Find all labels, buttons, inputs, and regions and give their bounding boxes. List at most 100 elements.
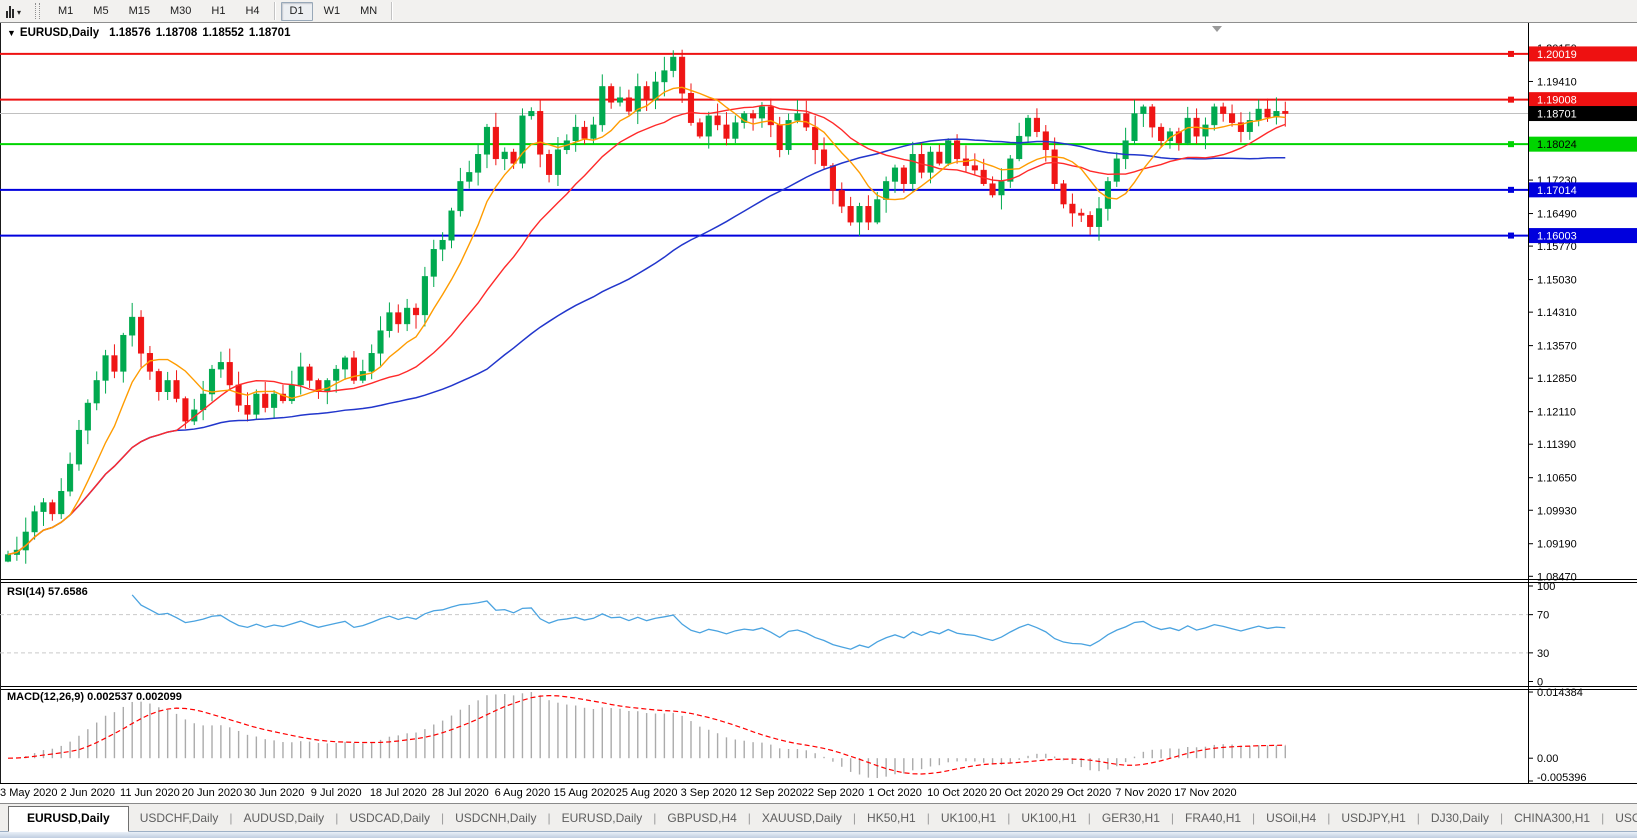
svg-text:1.08470: 1.08470 [1537,571,1577,583]
svg-text:1.20019: 1.20019 [1537,49,1577,61]
chart-tab-xauusd-daily[interactable]: XAUUSD,Daily [761,810,842,825]
level-price-label [1529,92,1637,108]
level-price-label [1529,46,1637,62]
chart-tab-usdcad-daily[interactable]: USDCAD,Daily [349,810,430,825]
collapse-triangle-icon[interactable]: ▼ [7,28,16,38]
chart-tab-china300-h1[interactable]: CHINA300,H1 [1514,810,1591,825]
timeframe-button-h4[interactable]: H4 [245,4,260,17]
time-axis-label: 3 Sep 2020 [680,787,737,799]
svg-text:1.17014: 1.17014 [1537,185,1577,197]
ma-mid-line[interactable] [7,104,1286,556]
chart-tab-hk50-h1[interactable]: HK50,H1 [867,810,916,825]
toolbar-divider [391,2,394,20]
ma-fast-line[interactable] [7,86,1286,556]
timeframe-button-m5[interactable]: M5 [93,4,109,17]
time-axis-label: 28 Jul 2020 [431,787,489,799]
chart-tab-eurusd-daily[interactable]: EURUSD,Daily [561,810,643,825]
chart-shift-marker[interactable] [1212,26,1222,32]
level-line-handle[interactable] [1508,186,1514,193]
tab-separator: | [335,810,339,825]
level-price-label [1529,228,1637,244]
time-axis-label: 23 May 2020 [0,787,58,799]
rsi-line [131,594,1286,650]
svg-text:1.14310: 1.14310 [1537,307,1577,319]
time-axis-label: 17 Nov 2020 [1174,787,1237,799]
time-axis-label: 29 Oct 2020 [1051,787,1112,799]
level-line-handle[interactable] [1508,50,1514,57]
time-axis-label: 9 Jul 2020 [310,787,362,799]
ma-slow-line[interactable] [7,138,1286,556]
timeframe-button-m1[interactable]: M1 [58,4,74,17]
chart-tab-gbpusd-h4[interactable]: GBPUSD,H4 [667,810,737,825]
chart-tab-usdchf-daily[interactable]: USDCHF,Daily [139,810,219,825]
macd-signal-line [7,694,1286,775]
time-axis-label: 1 Oct 2020 [868,787,922,799]
chart-tab-eurusd-daily[interactable]: EURUSD,Daily [8,805,129,832]
tab-separator: | [1087,810,1091,825]
level-line-handle[interactable] [1508,232,1514,239]
svg-text:1.16003: 1.16003 [1537,231,1577,243]
level-line-handle[interactable] [1508,96,1514,103]
tab-separator: | [229,810,233,825]
rsi-indicator-label: RSI(14) 57.6586 [7,586,88,598]
rsi-panel[interactable] [0,594,1528,654]
timeframe-button-h1[interactable]: H1 [211,4,226,17]
chart-tab-uk100-h1[interactable]: UK100,H1 [940,810,997,825]
current-price-label [1529,106,1637,122]
timeframe-button-mn[interactable]: MN [360,4,378,17]
main-price-panel[interactable] [0,49,1528,564]
chart-tab-usdcnh-daily[interactable]: USDCNH,Daily [455,810,537,825]
chart-tool-button[interactable]: ▾ [0,0,25,22]
tab-separator: | [926,810,930,825]
chart-tab-ger30-h1[interactable]: GER30,H1 [1101,810,1160,825]
svg-text:30: 30 [1537,648,1549,660]
level-line-handle[interactable] [1508,141,1514,148]
chart-tab-audusd-daily[interactable]: AUDUSD,Daily [243,810,325,825]
macd-panel[interactable] [7,692,1286,779]
price-axis[interactable]: 1.201501.194101.186701.179501.172301.164… [1528,43,1637,784]
tab-separator: | [1252,810,1256,825]
timeframe-button-d1[interactable]: D1 [280,1,313,21]
chart-tab-usoil-h4[interactable]: USOil,H4 [1266,810,1317,825]
time-axis-label: 22 Sep 2020 [801,787,865,799]
svg-text:0.014384: 0.014384 [1537,687,1583,699]
chart-tabs-bar: EURUSD,Daily USDCHF,Daily | AUDUSD,Daily | US… [0,803,1637,832]
time-axis-label: 10 Oct 2020 [927,787,988,799]
svg-text:1.16490: 1.16490 [1537,209,1577,221]
tab-separator: | [1601,810,1605,825]
toolbar-grip-handle[interactable] [35,3,41,19]
svg-text:70: 70 [1537,610,1549,622]
timeframe-button-m30[interactable]: M30 [169,4,192,17]
timeframe-button-m15[interactable]: M15 [128,4,150,17]
svg-text:1.11390: 1.11390 [1537,439,1576,451]
tab-separator: | [1416,810,1420,825]
level-price-label [1529,182,1637,198]
timeframe-button-w1[interactable]: W1 [323,4,341,17]
chart-tab-list: EURUSD,Daily USDCHF,Daily | AUDUSD,Daily | US… [0,804,1637,832]
tab-separator: | [1170,810,1175,825]
chart-tab-fra40-h1[interactable]: FRA40,H1 [1185,810,1242,825]
time-axis-label: 2 Jun 2020 [60,787,116,799]
time-axis-label: 20 Jun 2020 [181,787,243,799]
bar-chart-icon [6,6,15,18]
chart-tab-usdjpy-h1[interactable]: USDJPY,H1 [1341,810,1406,825]
level-price-label [1529,136,1637,152]
chart-tab-usoil-h1[interactable]: USOil,H1 [1615,810,1637,825]
svg-text:1.19410: 1.19410 [1537,76,1577,88]
time-axis-label: 30 Jun 2020 [243,787,305,799]
candles-layer [4,49,1289,564]
svg-text:100: 100 [1537,581,1555,593]
time-axis-label: 6 Aug 2020 [494,787,551,799]
svg-text:-0.005396: -0.005396 [1537,772,1587,784]
chart-tab-uk100-h1[interactable]: UK100,H1 [1021,810,1077,825]
tab-separator: | [547,810,551,825]
close-value: 1.18701 [248,27,291,39]
svg-text:1.15030: 1.15030 [1537,275,1577,287]
svg-text:1.18024: 1.18024 [1537,139,1577,151]
svg-text:1.13570: 1.13570 [1537,341,1577,353]
svg-text:1.15770: 1.15770 [1537,241,1577,253]
chart-tab-dj30-daily[interactable]: DJ30,Daily [1430,810,1489,825]
time-axis[interactable]: 23 May 2020 2 Jun 2020 11 Jun 2020 20 Jun 2… [0,784,1637,803]
macd-histogram [16,692,1286,779]
